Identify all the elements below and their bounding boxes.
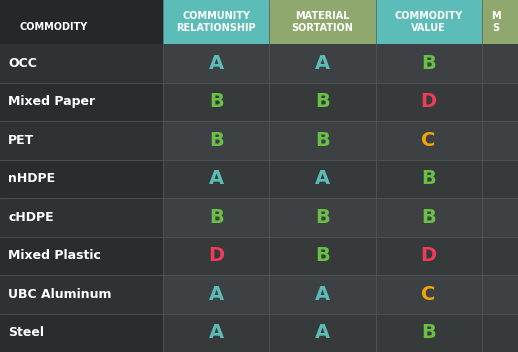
Text: C: C: [422, 131, 436, 150]
Bar: [376, 121, 482, 159]
Text: B: B: [209, 131, 224, 150]
Text: A: A: [209, 169, 224, 188]
Text: A: A: [209, 323, 224, 342]
Bar: [269, 82, 376, 121]
Bar: [163, 82, 269, 121]
Text: B: B: [315, 131, 330, 150]
Bar: [482, 0, 518, 44]
Bar: [376, 275, 482, 314]
Bar: [482, 121, 518, 159]
Bar: [163, 237, 269, 275]
Bar: [163, 198, 269, 237]
Text: A: A: [315, 169, 330, 188]
Bar: [376, 237, 482, 275]
Text: Steel: Steel: [8, 326, 44, 339]
Text: A: A: [315, 323, 330, 342]
Bar: [269, 44, 376, 82]
Text: B: B: [421, 323, 436, 342]
Bar: [269, 275, 376, 314]
Bar: [0, 237, 163, 275]
Bar: [269, 237, 376, 275]
Text: B: B: [421, 208, 436, 227]
Bar: [376, 198, 482, 237]
Bar: [0, 44, 163, 82]
Text: Mixed Plastic: Mixed Plastic: [8, 249, 101, 262]
Bar: [0, 159, 163, 198]
Bar: [0, 198, 163, 237]
Bar: [163, 44, 269, 82]
Text: B: B: [421, 169, 436, 188]
Text: COMMODITY: COMMODITY: [20, 22, 88, 32]
Bar: [376, 314, 482, 352]
Bar: [482, 314, 518, 352]
Text: A: A: [209, 54, 224, 73]
Text: B: B: [315, 208, 330, 227]
Bar: [269, 198, 376, 237]
Text: COMMUNITY
RELATIONSHIP: COMMUNITY RELATIONSHIP: [177, 11, 256, 33]
Bar: [482, 198, 518, 237]
Text: A: A: [315, 285, 330, 304]
Bar: [269, 121, 376, 159]
Bar: [163, 275, 269, 314]
Text: B: B: [209, 208, 224, 227]
Text: PET: PET: [8, 134, 34, 147]
Text: B: B: [315, 246, 330, 265]
Text: C: C: [422, 285, 436, 304]
Bar: [269, 314, 376, 352]
Bar: [0, 121, 163, 159]
Bar: [0, 275, 163, 314]
Text: MATERIAL
SORTATION: MATERIAL SORTATION: [292, 11, 353, 33]
Text: nHDPE: nHDPE: [8, 172, 55, 185]
Bar: [269, 159, 376, 198]
Text: UBC Aluminum: UBC Aluminum: [8, 288, 112, 301]
Bar: [482, 82, 518, 121]
Bar: [163, 0, 269, 44]
Bar: [269, 0, 376, 44]
Bar: [0, 0, 163, 44]
Text: D: D: [421, 92, 437, 111]
Bar: [0, 82, 163, 121]
Bar: [163, 121, 269, 159]
Text: A: A: [209, 285, 224, 304]
Text: cHDPE: cHDPE: [8, 211, 54, 224]
Bar: [163, 314, 269, 352]
Text: M
S: M S: [492, 11, 501, 33]
Text: A: A: [315, 54, 330, 73]
Bar: [0, 314, 163, 352]
Text: D: D: [421, 246, 437, 265]
Text: COMMODITY
VALUE: COMMODITY VALUE: [395, 11, 463, 33]
Bar: [376, 44, 482, 82]
Bar: [163, 159, 269, 198]
Text: B: B: [209, 92, 224, 111]
Text: B: B: [315, 92, 330, 111]
Text: OCC: OCC: [8, 57, 37, 70]
Bar: [482, 159, 518, 198]
Bar: [482, 275, 518, 314]
Bar: [376, 82, 482, 121]
Bar: [376, 0, 482, 44]
Text: D: D: [208, 246, 224, 265]
Bar: [482, 44, 518, 82]
Bar: [482, 237, 518, 275]
Text: B: B: [421, 54, 436, 73]
Text: Mixed Paper: Mixed Paper: [8, 95, 95, 108]
Bar: [376, 159, 482, 198]
